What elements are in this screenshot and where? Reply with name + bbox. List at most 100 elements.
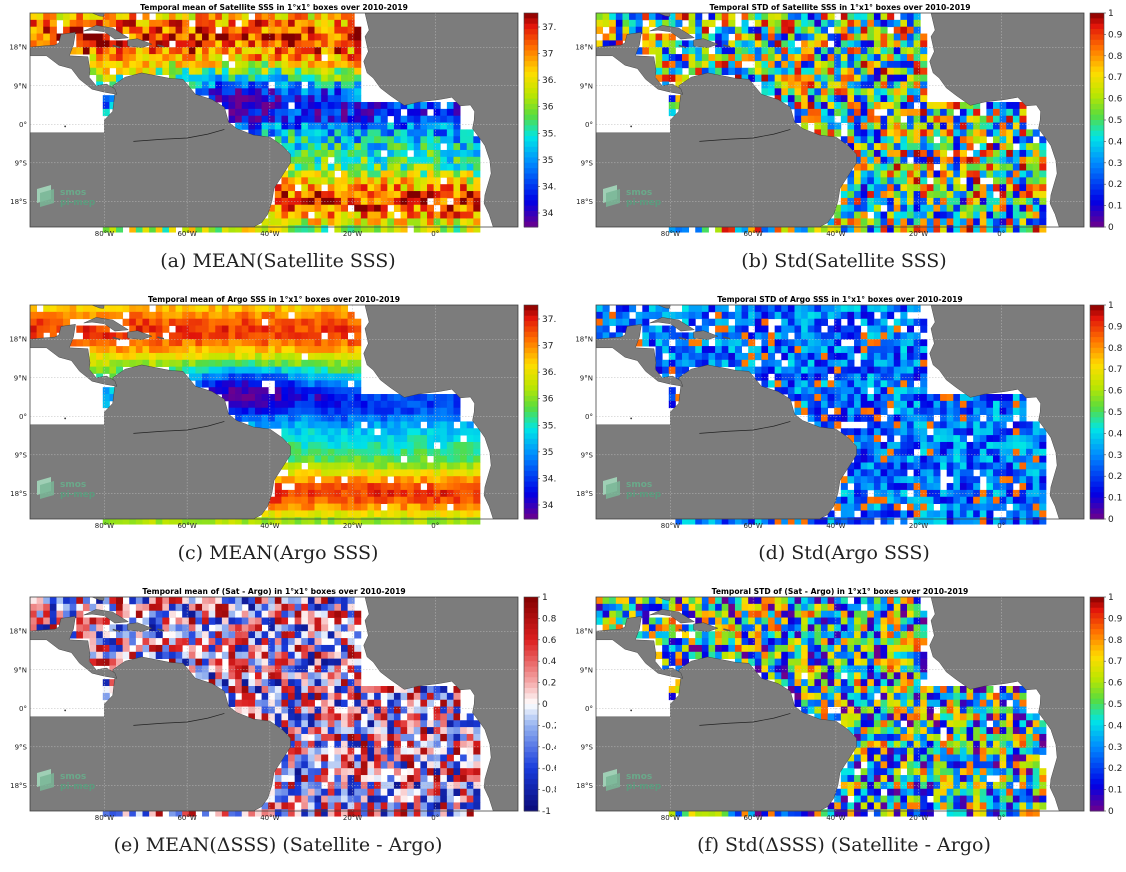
grid-cell xyxy=(953,170,961,178)
grid-cell xyxy=(827,129,835,137)
grid-cell xyxy=(221,638,229,646)
grid-cell xyxy=(946,170,954,178)
grid-cell xyxy=(321,40,329,48)
grid-cell xyxy=(288,54,296,62)
grid-cell xyxy=(827,332,835,340)
grid-cell xyxy=(973,122,981,130)
grid-cell xyxy=(321,19,329,28)
grid-cell xyxy=(360,462,368,470)
graticule xyxy=(30,13,518,227)
grid-cell xyxy=(920,115,928,123)
grid-cell xyxy=(453,170,461,178)
grid-cell xyxy=(893,373,901,381)
grid-cell xyxy=(880,102,888,110)
grid-cell xyxy=(142,225,150,233)
grid-cell xyxy=(367,441,375,450)
panel-e: Temporal mean of (Sat - Argo) in 1°x1° b… xyxy=(0,584,556,872)
grid-cell xyxy=(999,197,1007,206)
grid-cell xyxy=(460,448,468,457)
grid-cell xyxy=(182,517,190,525)
grid-cell xyxy=(1012,476,1020,484)
grid-cell xyxy=(142,603,150,612)
grid-cell xyxy=(787,380,795,388)
grid-cell xyxy=(900,184,908,192)
grid-cell xyxy=(873,421,881,429)
logo-text: smos xyxy=(626,188,652,198)
grid-cell xyxy=(49,19,57,28)
grid-cell xyxy=(867,115,875,123)
grid-cell xyxy=(380,483,388,491)
grid-cell xyxy=(880,184,888,192)
grid-cell xyxy=(288,122,296,130)
grid-cell xyxy=(966,115,974,123)
grid-cell xyxy=(860,387,868,395)
grid-cell xyxy=(202,644,210,653)
grid-cell xyxy=(840,332,848,340)
grid-cell xyxy=(940,129,948,137)
grid-cell xyxy=(920,67,928,76)
grid-cell xyxy=(794,95,802,103)
grid-cell xyxy=(221,332,229,340)
grid-cell xyxy=(774,26,782,34)
grid-cell xyxy=(235,658,243,666)
grid-cell xyxy=(774,40,782,48)
grid-cell xyxy=(307,346,315,354)
grid-cell xyxy=(294,421,302,429)
grid-cell xyxy=(235,352,243,361)
grid-cell xyxy=(261,366,269,374)
grid-cell xyxy=(96,366,104,374)
grid-cell xyxy=(433,156,441,165)
grid-cell xyxy=(188,54,196,62)
grid-cell xyxy=(807,366,815,374)
grid-cell xyxy=(235,33,243,41)
grid-cell xyxy=(913,387,921,395)
grid-cell xyxy=(648,40,656,48)
grid-cell xyxy=(221,617,229,625)
grid-cell xyxy=(367,407,375,415)
grid-cell xyxy=(281,366,289,374)
grid-cell xyxy=(1012,170,1020,178)
grid-cell xyxy=(63,13,71,21)
grid-cell xyxy=(354,129,362,137)
grid-cell xyxy=(986,407,994,415)
grid-cell xyxy=(202,366,210,374)
grid-cell xyxy=(188,47,196,55)
grid-cell xyxy=(82,624,90,632)
grid-cell xyxy=(973,170,981,178)
grid-cell xyxy=(307,448,315,457)
grid-cell xyxy=(933,129,941,137)
grid-cell xyxy=(268,638,276,646)
grid-cell xyxy=(946,496,954,504)
grid-cell xyxy=(235,47,243,55)
grid-cell xyxy=(913,510,921,518)
grid-cell xyxy=(261,610,269,618)
grid-cell xyxy=(900,26,908,34)
grid-cell xyxy=(900,407,908,415)
grid-cell xyxy=(341,346,349,354)
grid-cell xyxy=(407,455,415,463)
grid-cell xyxy=(701,60,709,69)
grid-cell xyxy=(261,332,269,340)
grid-cell xyxy=(774,311,782,320)
grid-cell xyxy=(341,469,349,477)
grid-cell xyxy=(847,407,855,415)
grid-cell xyxy=(327,13,335,21)
grid-cell xyxy=(880,462,888,470)
grid-cell xyxy=(913,122,921,130)
grid-cell xyxy=(228,394,236,402)
grid-cell xyxy=(920,366,928,374)
grid-cell xyxy=(880,421,888,429)
grid-cell xyxy=(89,366,97,374)
grid-cell xyxy=(986,191,994,199)
grid-cell xyxy=(334,400,342,409)
grid-cell xyxy=(195,318,203,326)
grid-cell xyxy=(202,809,210,817)
grid-cell xyxy=(834,88,842,96)
grid-cell xyxy=(294,603,302,612)
colorbar-tick-label: 35.5 xyxy=(542,129,556,139)
grid-cell xyxy=(1006,211,1014,219)
lat-tick-label: 0° xyxy=(19,121,27,129)
grid-cell xyxy=(116,366,124,374)
grid-cell xyxy=(867,448,875,457)
grid-cell xyxy=(1006,204,1014,212)
